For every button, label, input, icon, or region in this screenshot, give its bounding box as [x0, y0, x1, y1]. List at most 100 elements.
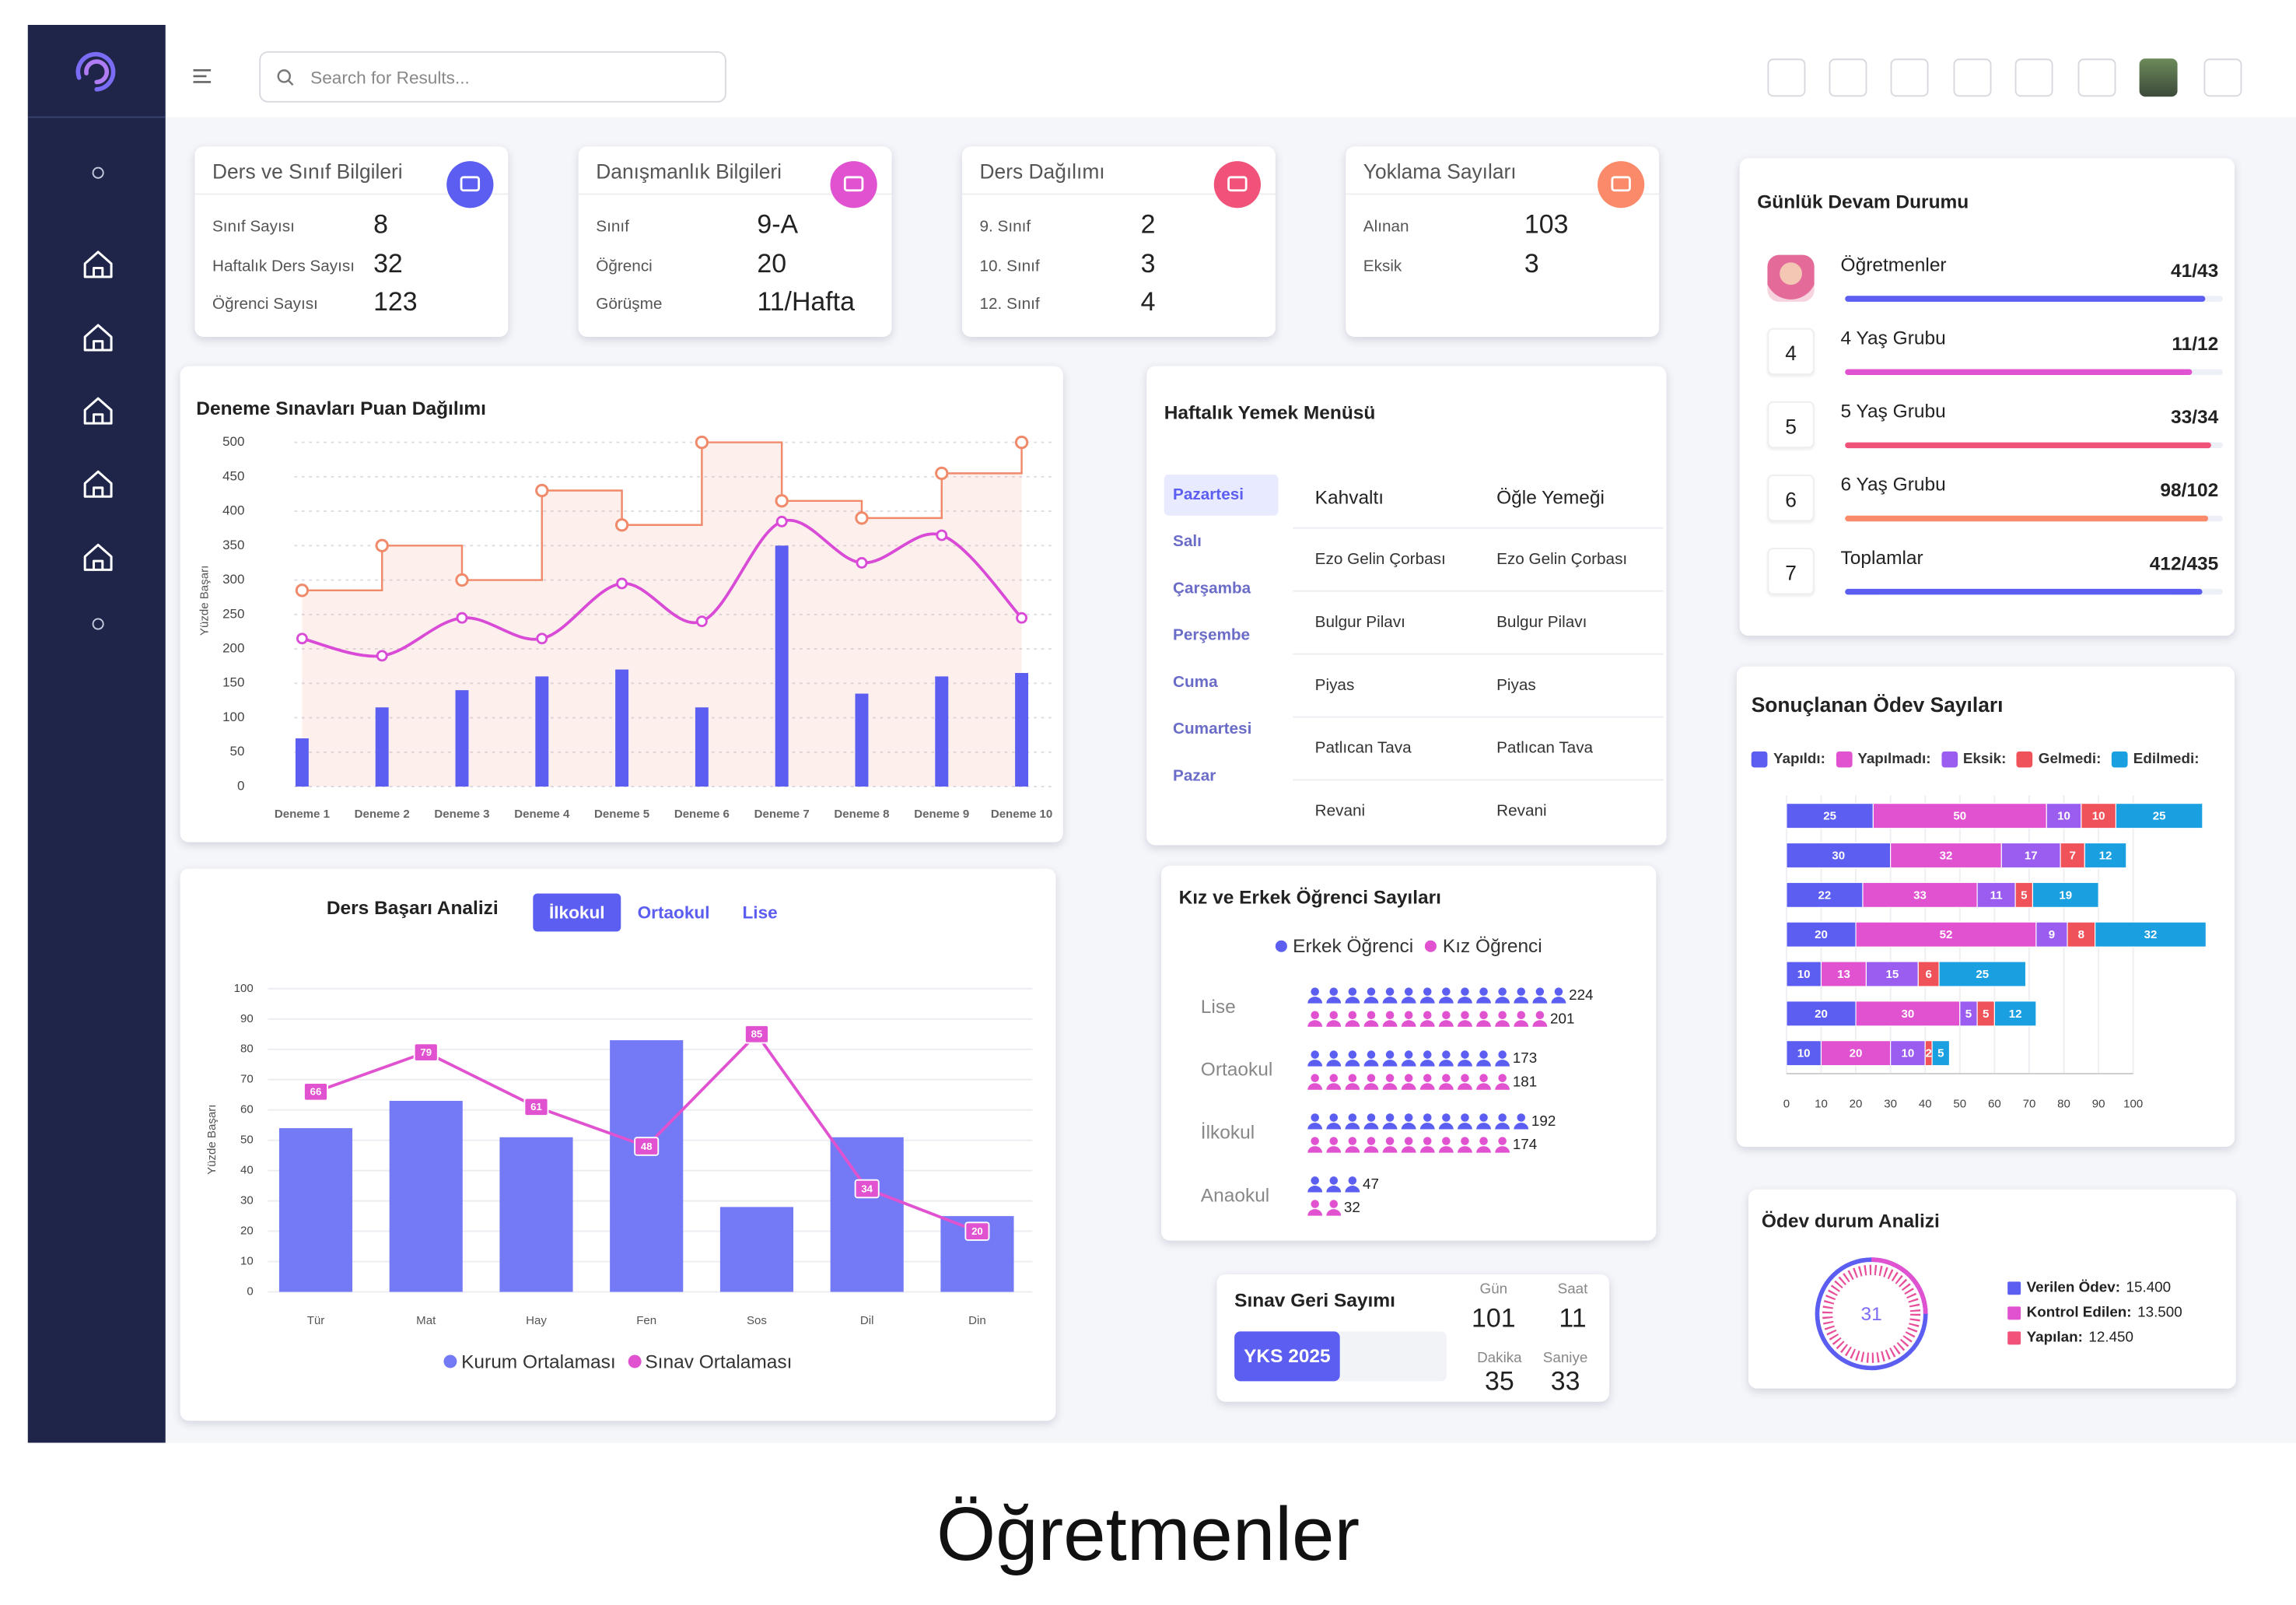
data-label: 224	[1569, 986, 1593, 1003]
nav-home-icon[interactable]	[83, 324, 113, 352]
theme-button[interactable]	[1953, 58, 1992, 97]
person-body	[1401, 1146, 1416, 1153]
item-ratio: 98/102	[2160, 478, 2219, 501]
category-label: Ortaokul	[1201, 1060, 1272, 1081]
x-tick-label: Sos	[747, 1314, 767, 1327]
hamburger-icon[interactable]	[187, 61, 217, 91]
line-marker	[413, 1043, 439, 1062]
bar	[535, 676, 549, 787]
bar-segment	[2095, 921, 2207, 948]
line-marker	[376, 650, 388, 662]
bar-segment	[1938, 961, 2027, 987]
tab[interactable]: Ortaokul	[637, 902, 710, 923]
legend-swatch	[2111, 751, 2128, 768]
row-value: 2	[1140, 209, 1156, 239]
step-marker	[614, 518, 629, 532]
day-tab[interactable]: Çarşamba	[1173, 580, 1251, 598]
item-ratio: 11/12	[2172, 332, 2219, 355]
bar	[499, 1137, 573, 1292]
nav-home-icon[interactable]	[83, 543, 113, 571]
row-divider	[1293, 590, 1664, 592]
progress-track	[1845, 588, 2223, 595]
menu-cell: Piyas	[1496, 676, 1536, 695]
tab[interactable]: Lise	[742, 902, 778, 923]
sidebar-icons	[27, 51, 166, 630]
bar-segment	[2115, 803, 2203, 829]
category-label: İlkokul	[1201, 1123, 1255, 1144]
legend-swatch	[1836, 751, 1852, 768]
person-body	[1532, 1020, 1548, 1027]
bar-segment	[1786, 842, 1892, 869]
row-value: 9-A	[757, 209, 799, 239]
legend-item: Gelmedi:	[2016, 751, 2101, 768]
y-tick-label: 10	[240, 1255, 254, 1268]
exam-badge: YKS 2025	[1234, 1331, 1340, 1382]
menu-dot[interactable]	[92, 618, 104, 630]
person-body	[1345, 1020, 1360, 1027]
person-head	[1367, 1074, 1376, 1082]
nav-home-icon[interactable]	[83, 470, 113, 498]
x-tick-label: Deneme 2	[355, 808, 410, 821]
x-tick-label: 30	[1884, 1098, 1897, 1111]
settings-button[interactable]	[2203, 58, 2242, 97]
chart-svg	[843, 176, 864, 192]
step-marker	[535, 483, 549, 498]
y-tick-label: 300	[222, 572, 244, 587]
day-tab[interactable]: Pazar	[1173, 767, 1216, 786]
person-head	[1498, 987, 1507, 996]
menu-dot[interactable]	[92, 166, 104, 179]
x-tick-label: 70	[2023, 1098, 2036, 1111]
day-tab[interactable]: Pazartesi	[1164, 474, 1279, 516]
data-label: 5	[1983, 1008, 1989, 1021]
y-tick-label: 250	[222, 606, 244, 621]
person-head	[1442, 1113, 1451, 1122]
person-head	[1329, 1176, 1339, 1185]
item-label: Öğretmenler	[1840, 253, 1947, 275]
data-label: 20	[971, 1225, 983, 1237]
switch-button[interactable]	[1890, 58, 1929, 97]
fullscreen-button[interactable]	[2077, 58, 2116, 97]
data-label: 8	[2078, 928, 2084, 941]
person-head	[1348, 1137, 1357, 1145]
x-tick-label: 60	[1988, 1098, 2001, 1111]
person-body	[1476, 1020, 1491, 1027]
tab[interactable]: İlkokul	[533, 893, 621, 932]
notification-button[interactable]	[2014, 58, 2053, 97]
row-value: 8	[373, 209, 388, 239]
item-ratio: 412/435	[2149, 552, 2219, 575]
line-marker	[523, 1097, 549, 1117]
data-label: 32	[2144, 928, 2158, 941]
bar	[775, 545, 789, 787]
person-head	[1479, 1011, 1488, 1019]
person-head	[1329, 1137, 1339, 1145]
legend-label: Eksik:	[1962, 751, 2007, 768]
nav-home-icon[interactable]	[83, 251, 113, 279]
day-tab[interactable]: Cuma	[1173, 674, 1218, 692]
y-tick-label: 0	[247, 1285, 253, 1298]
person-head	[1385, 1011, 1395, 1019]
day-tab[interactable]: Cumartesi	[1173, 720, 1252, 738]
person-body	[1438, 1083, 1454, 1090]
search-box[interactable]: Search for Results...	[259, 51, 726, 103]
person-head	[1461, 1074, 1469, 1082]
person-head	[1479, 1113, 1488, 1122]
bar	[935, 676, 949, 787]
day-tab[interactable]: Salı	[1173, 533, 1202, 551]
translate-button[interactable]	[1767, 58, 1806, 97]
row-divider	[1293, 779, 1664, 781]
x-tick-label: 80	[2057, 1098, 2070, 1111]
person-head	[1329, 987, 1339, 996]
user-avatar[interactable]	[2139, 58, 2178, 97]
day-tab[interactable]: Perşembe	[1173, 626, 1251, 645]
bar	[615, 669, 629, 787]
step-marker	[295, 583, 310, 597]
legend-label: Kurum Ortalaması	[461, 1350, 616, 1373]
x-tick-label: Deneme 3	[434, 808, 489, 821]
nav-home-icon[interactable]	[83, 397, 113, 425]
person-head	[1554, 987, 1563, 996]
calendar-button[interactable]	[1829, 58, 1867, 97]
row-value: 32	[373, 248, 403, 278]
person-body	[1326, 1186, 1342, 1193]
x-tick-label: Deneme 5	[594, 808, 649, 821]
countdown-card: Sınav Geri Sayımı YKS 2025 Gün 101 Saat 11 Dak…	[1216, 1274, 1610, 1402]
